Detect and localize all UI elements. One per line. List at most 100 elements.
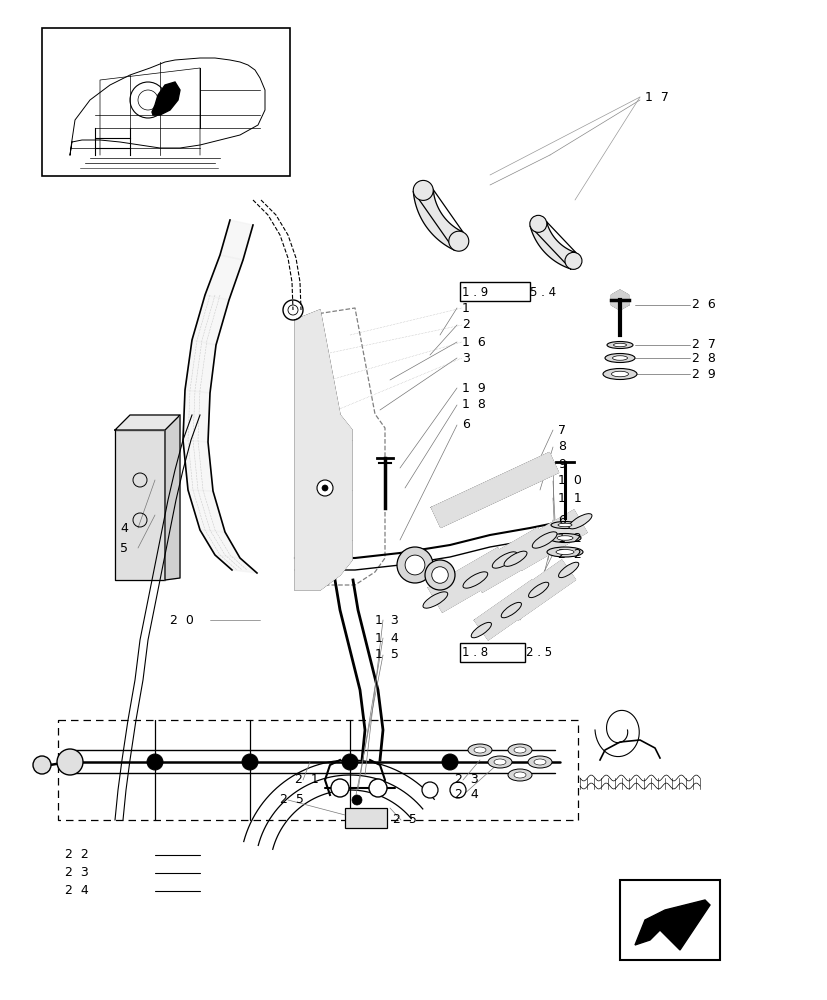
Ellipse shape	[611, 371, 628, 377]
Bar	[619, 880, 719, 960]
Circle shape	[448, 231, 468, 251]
Polygon shape	[115, 430, 165, 580]
Circle shape	[57, 749, 83, 775]
Bar	[42, 28, 289, 176]
Circle shape	[449, 782, 466, 798]
Bar	[460, 643, 524, 662]
Text: 2  2: 2 2	[65, 848, 88, 861]
Text: 2  3: 2 3	[65, 866, 88, 879]
Text: 1  2: 1 2	[557, 532, 581, 544]
Text: 2: 2	[461, 318, 469, 332]
Ellipse shape	[558, 562, 578, 578]
Ellipse shape	[557, 536, 572, 540]
Text: 2  0: 2 0	[170, 613, 194, 626]
Ellipse shape	[612, 356, 627, 360]
Text: 2  5: 2 5	[393, 813, 416, 826]
Text: 2  6: 2 6	[691, 298, 715, 312]
Ellipse shape	[473, 747, 485, 753]
Text: 1  8: 1 8	[461, 398, 485, 412]
Polygon shape	[413, 190, 462, 250]
Polygon shape	[431, 453, 558, 527]
Text: 2  2: 2 2	[557, 548, 581, 560]
Ellipse shape	[492, 552, 516, 568]
Circle shape	[331, 779, 348, 797]
Ellipse shape	[471, 622, 491, 638]
Ellipse shape	[555, 550, 573, 554]
Circle shape	[422, 782, 437, 798]
Text: 2  8: 2 8	[691, 352, 715, 364]
Text: 6: 6	[461, 418, 469, 432]
Circle shape	[413, 180, 433, 200]
Polygon shape	[504, 560, 575, 620]
Text: 5: 5	[120, 542, 128, 554]
Circle shape	[442, 754, 457, 770]
Ellipse shape	[514, 747, 525, 753]
Text: 2  7: 2 7	[691, 338, 715, 352]
Polygon shape	[509, 510, 586, 570]
Circle shape	[564, 252, 581, 269]
Polygon shape	[205, 255, 242, 300]
Text: 1  6: 1 6	[461, 336, 485, 349]
Circle shape	[369, 779, 386, 797]
Ellipse shape	[605, 354, 634, 362]
Polygon shape	[183, 390, 210, 442]
Circle shape	[351, 795, 361, 805]
Ellipse shape	[514, 772, 525, 778]
Text: 2  1: 2 1	[294, 773, 318, 786]
Polygon shape	[610, 290, 628, 310]
Circle shape	[396, 547, 433, 583]
Text: 4: 4	[120, 522, 127, 534]
Circle shape	[431, 567, 447, 583]
Polygon shape	[468, 528, 551, 592]
Text: 2  5: 2 5	[280, 793, 304, 806]
Bar	[58, 720, 577, 820]
Circle shape	[241, 754, 258, 770]
Polygon shape	[115, 415, 179, 430]
Text: 1  0: 1 0	[557, 475, 581, 488]
Ellipse shape	[423, 592, 447, 608]
Ellipse shape	[548, 534, 581, 542]
Bar	[460, 282, 529, 301]
Circle shape	[342, 754, 357, 770]
Circle shape	[404, 555, 424, 575]
Circle shape	[147, 754, 163, 770]
Ellipse shape	[504, 551, 526, 566]
Ellipse shape	[494, 759, 505, 765]
Ellipse shape	[500, 602, 521, 618]
Polygon shape	[634, 900, 709, 950]
Ellipse shape	[602, 368, 636, 379]
Text: 1  7: 1 7	[644, 91, 668, 104]
Ellipse shape	[532, 532, 557, 548]
Ellipse shape	[508, 744, 532, 756]
Ellipse shape	[613, 343, 626, 347]
Polygon shape	[192, 295, 229, 345]
Polygon shape	[152, 82, 179, 115]
Polygon shape	[200, 530, 240, 558]
Text: 2  9: 2 9	[691, 367, 715, 380]
Polygon shape	[183, 440, 213, 491]
Polygon shape	[215, 555, 256, 573]
Text: 7: 7	[557, 424, 566, 436]
Text: 2  4: 2 4	[65, 884, 88, 897]
Polygon shape	[220, 220, 253, 260]
Ellipse shape	[568, 514, 591, 529]
Text: 5 . 4: 5 . 4	[529, 286, 556, 298]
Ellipse shape	[547, 547, 582, 557]
Ellipse shape	[606, 342, 632, 349]
Text: 1 . 8: 1 . 8	[461, 646, 488, 658]
Ellipse shape	[528, 756, 552, 768]
Polygon shape	[188, 490, 225, 532]
Ellipse shape	[528, 582, 548, 598]
Text: 9: 9	[557, 458, 565, 471]
Text: 2  3: 2 3	[455, 773, 478, 786]
Circle shape	[529, 215, 546, 232]
Text: 1 . 9: 1 . 9	[461, 286, 488, 298]
Text: 1  3: 1 3	[375, 613, 399, 626]
Text: 3: 3	[461, 352, 469, 364]
Ellipse shape	[557, 523, 571, 527]
Polygon shape	[294, 310, 351, 590]
Text: 8: 8	[557, 440, 566, 454]
Circle shape	[317, 480, 332, 496]
Text: 1  1: 1 1	[557, 491, 581, 504]
Text: 1: 1	[461, 302, 469, 314]
